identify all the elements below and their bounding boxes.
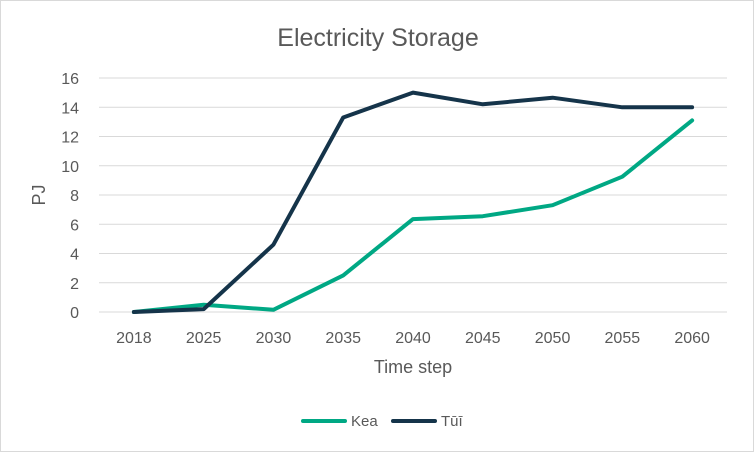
y-tick-label: 2 — [70, 276, 79, 293]
legend-label-tui: Tūī — [441, 413, 464, 430]
x-tick-label: 2035 — [325, 330, 361, 347]
gridlines — [99, 78, 727, 312]
x-axis-title: Time step — [374, 357, 452, 377]
x-axis-ticks: 2018 2025 2030 2035 2040 2045 2050 2055 2060 — [116, 330, 710, 347]
legend: Kea Tūī — [303, 413, 464, 430]
legend-label-kea: Kea — [351, 413, 378, 430]
x-tick-label: 2060 — [674, 330, 710, 347]
series-lines — [134, 93, 692, 312]
x-tick-label: 2050 — [535, 330, 571, 347]
series-line-kea — [134, 120, 692, 312]
series-line-tui — [134, 93, 692, 312]
x-tick-label: 2045 — [465, 330, 501, 347]
chart-title: Electricity Storage — [277, 24, 478, 52]
y-tick-label: 10 — [61, 159, 79, 176]
y-axis-title: PJ — [29, 184, 49, 205]
x-tick-label: 2025 — [186, 330, 222, 347]
x-tick-label: 2055 — [605, 330, 641, 347]
x-tick-label: 2030 — [256, 330, 292, 347]
y-axis-ticks: 0 2 4 6 8 10 12 14 16 — [61, 71, 79, 322]
y-tick-label: 16 — [61, 71, 79, 88]
x-tick-label: 2018 — [116, 330, 152, 347]
y-tick-label: 0 — [70, 305, 79, 322]
x-tick-label: 2040 — [395, 330, 431, 347]
y-tick-label: 6 — [70, 217, 79, 234]
y-tick-label: 4 — [70, 247, 79, 264]
y-tick-label: 8 — [70, 188, 79, 205]
y-tick-label: 12 — [61, 130, 79, 147]
y-tick-label: 14 — [61, 100, 79, 117]
